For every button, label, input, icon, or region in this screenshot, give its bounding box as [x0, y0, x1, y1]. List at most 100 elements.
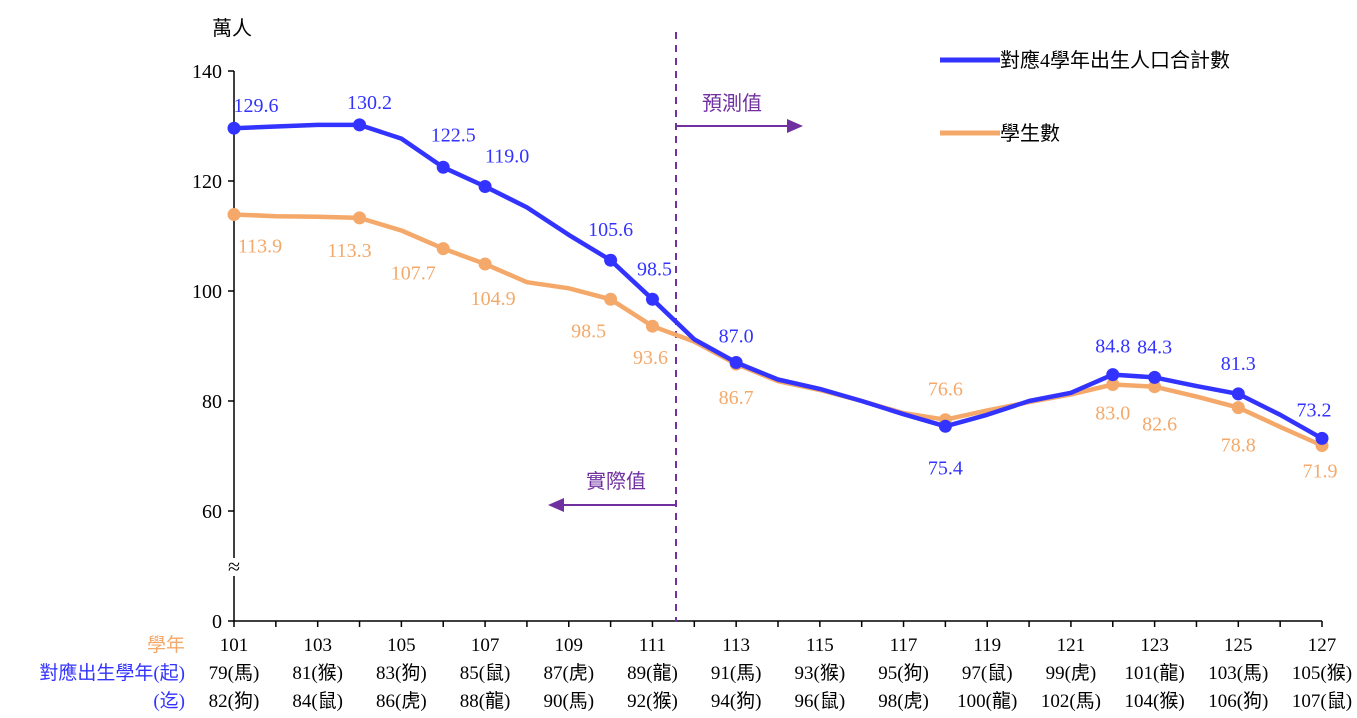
data-label-students: 86.7 [719, 387, 754, 409]
x-row-label-school-year: 學年 [147, 634, 185, 656]
data-point-births [1231, 387, 1245, 401]
x-tick-label-birth-start: 103(馬) [1208, 663, 1268, 684]
forecast-divider-group: 預測值 實際值 [548, 32, 803, 622]
data-label-students: 113.3 [327, 240, 371, 262]
x-tick-label-birth-end: 82(狗) [209, 690, 260, 712]
data-label-students: 113.9 [238, 236, 282, 258]
x-tick-label-birth-start: 83(狗) [376, 662, 427, 684]
x-tick-label-birth-end: 96(鼠) [795, 690, 846, 712]
data-point-births [645, 292, 659, 306]
x-tick-label-birth-end: 90(馬) [543, 691, 594, 712]
forecast-annotation: 預測值 [702, 92, 762, 115]
data-point-students [604, 292, 618, 306]
x-tick-labels: 101 79(馬) 82(狗) 103 81(猴) 84(鼠) 105 83(狗) 86(虎) 1… [209, 635, 1352, 712]
x-tick-label-year: 127 [1308, 635, 1337, 656]
data-label-births: 122.5 [431, 124, 476, 146]
x-tick-label-birth-start: 97(鼠) [962, 662, 1013, 684]
data-label-students: 93.6 [633, 347, 668, 369]
x-tick-label-birth-end: 84(鼠) [292, 690, 343, 712]
legend-label-students: 學生數 [1000, 122, 1060, 145]
data-label-students: 71.9 [1303, 461, 1338, 483]
x-tick-label-birth-start: 105(猴) [1292, 662, 1352, 684]
series-line-births [233, 122, 1324, 441]
data-label-births: 84.8 [1095, 336, 1130, 358]
data-point-births [604, 253, 618, 267]
x-tick-label-year: 121 [1057, 635, 1086, 656]
data-label-births: 105.6 [588, 219, 633, 241]
data-label-births: 87.0 [719, 326, 754, 348]
data-label-births: 73.2 [1297, 399, 1332, 421]
data-label-students: 76.6 [928, 379, 963, 401]
data-point-births [436, 160, 450, 174]
axis-break-gap [226, 558, 242, 576]
data-point-students [1231, 401, 1245, 415]
x-tick-label-year: 113 [722, 635, 750, 656]
x-tick-label-birth-start: 93(猴) [795, 662, 846, 684]
data-point-students [645, 319, 659, 333]
series-layer: 129.6 130.2122.5119.0105.698.587.075.484.… [227, 92, 1338, 483]
x-tick-label-birth-end: 98(虎) [878, 690, 929, 712]
x-tick-label-year: 115 [806, 635, 834, 656]
data-point-students [1106, 378, 1120, 391]
x-tick-label-birth-end: 94(狗) [711, 690, 762, 712]
data-point-births [1106, 368, 1120, 382]
data-label-births: 81.3 [1221, 353, 1256, 375]
x-tick-label-year: 105 [387, 635, 416, 656]
x-tick-label-birth-end: 107(鼠) [1292, 690, 1352, 712]
x-tick-label-birth-end: 102(馬) [1041, 691, 1101, 712]
legend-label-births: 對應4學年出生人口合計數 [1000, 48, 1230, 72]
data-label-births: 119.0 [485, 146, 529, 168]
x-tick-label-year: 101 [220, 635, 249, 656]
data-point-births [1148, 370, 1162, 384]
data-label-births: 75.4 [928, 457, 963, 479]
data-label-births: 84.3 [1137, 336, 1172, 358]
y-axis-unit-label: 萬人 [212, 17, 252, 40]
data-label-students: 82.6 [1142, 414, 1177, 436]
x-tick-label-birth-start: 79(馬) [209, 663, 260, 684]
axis-break-symbol: ≈ [228, 554, 240, 579]
actual-annotation: 實際值 [586, 470, 646, 493]
data-point-births [227, 121, 241, 135]
x-tick-label-birth-start: 89(龍) [627, 662, 678, 684]
data-point-births [1315, 431, 1329, 445]
x-tick-label-year: 123 [1140, 635, 1169, 656]
data-label-students: 107.7 [391, 263, 436, 285]
x-tick-label-year: 109 [555, 635, 584, 656]
actual-arrow-head [548, 498, 564, 512]
forecast-arrow-head [787, 119, 803, 133]
x-tick-label-year: 107 [471, 635, 500, 656]
x-tick-label-year: 125 [1224, 635, 1253, 656]
y-tick-label: 80 [202, 391, 222, 413]
x-tick-label-birth-end: 92(猴) [627, 690, 678, 712]
data-label-births: 98.5 [637, 258, 672, 280]
x-tick-label-birth-start: 85(鼠) [460, 662, 511, 684]
x-row-label-birth-end: (迄) [153, 690, 185, 712]
data-point-births [478, 180, 492, 193]
x-tick-label-birth-end: 88(龍) [460, 690, 511, 712]
data-point-students [1148, 380, 1162, 394]
x-tick-label-birth-end: 100(龍) [957, 690, 1017, 712]
x-tick-label-year: 119 [973, 635, 1001, 656]
data-label-births: 129.6 [234, 95, 279, 117]
y-tick-label: 0 [212, 611, 222, 633]
y-tick-label: 100 [192, 281, 222, 303]
data-point-births [729, 356, 743, 369]
data-point-students [436, 242, 450, 256]
x-tick-label-year: 111 [639, 635, 666, 656]
data-label-students: 104.9 [471, 288, 516, 310]
data-point-students [353, 211, 367, 225]
x-tick-label-birth-start: 87(虎) [543, 662, 594, 684]
x-tick-label-birth-start: 99(虎) [1046, 662, 1097, 684]
data-point-births [938, 419, 952, 433]
y-tick-label: 120 [192, 171, 222, 193]
series-line-students [233, 212, 1323, 448]
x-tick-label-birth-start: 101(龍) [1125, 662, 1185, 684]
legend: 對應4學年出生人口合計數 學生數 [940, 48, 1230, 145]
x-tick-label-birth-start: 95(狗) [878, 662, 929, 684]
x-tick-label-birth-end: 104(猴) [1125, 690, 1185, 712]
data-label-students: 98.5 [571, 320, 606, 342]
x-tick-label-birth-end: 106(狗) [1208, 690, 1268, 712]
x-tick-label-year: 103 [303, 635, 332, 656]
x-tick-label-birth-start: 91(馬) [711, 663, 762, 684]
